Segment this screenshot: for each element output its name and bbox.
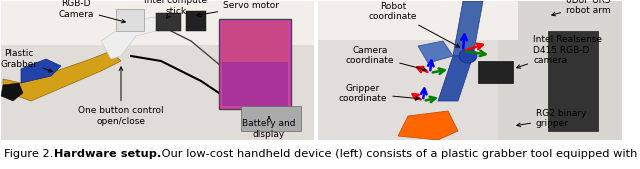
Text: One button control
open/close: One button control open/close [78,67,164,126]
Text: Battery and
display: Battery and display [243,116,296,139]
Text: Gripper
coordinate: Gripper coordinate [339,84,419,103]
Text: Robot
coordinate: Robot coordinate [369,2,460,47]
Polygon shape [3,51,121,101]
Bar [222,22,288,106]
Text: Intel compute
stick: Intel compute stick [145,0,207,19]
Bar [548,31,598,131]
Bar [116,9,144,31]
Bar [186,11,206,31]
Polygon shape [418,41,453,63]
Text: Hardware setup.: Hardware setup. [54,149,161,159]
Text: 6DoF UR5
robot arm: 6DoF UR5 robot arm [552,0,611,16]
Polygon shape [1,83,23,101]
Bar [156,13,181,31]
Text: RGB-D
Camera: RGB-D Camera [58,0,125,23]
Ellipse shape [459,49,477,63]
Polygon shape [453,1,483,56]
Bar [219,19,291,109]
Text: Our low-cost handheld device (left) consists of a plastic grabber tool equipped : Our low-cost handheld device (left) cons… [158,149,640,159]
Text: Plastic
Grabber: Plastic Grabber [1,49,52,72]
Text: Servo motor: Servo motor [197,2,279,17]
Text: RG2 binary
gripper: RG2 binary gripper [517,109,586,128]
Polygon shape [21,59,61,83]
Bar [222,22,288,62]
Polygon shape [438,56,473,101]
Polygon shape [101,16,171,59]
Bar [241,106,301,131]
Polygon shape [398,111,458,140]
Text: Camera
coordinate: Camera coordinate [346,46,426,71]
Text: Intel Realsense
D415 RGB-D
camera: Intel Realsense D415 RGB-D camera [516,35,602,68]
Text: Figure 2.: Figure 2. [4,149,53,159]
Bar [478,61,513,83]
